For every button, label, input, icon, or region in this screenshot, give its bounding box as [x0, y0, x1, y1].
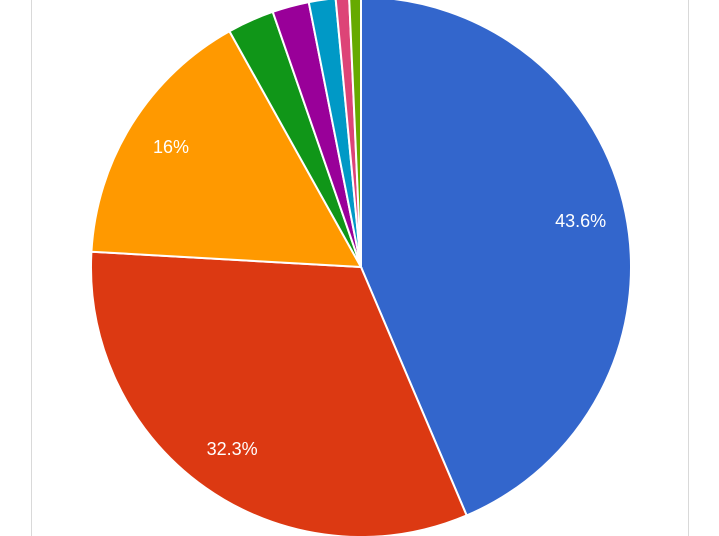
pie-slice-1[interactable]: [360, 0, 632, 517]
chart-frame-right-border: [688, 0, 689, 536]
pie-slice-label-1: 43.6%: [555, 211, 606, 231]
pie-slices: [90, 0, 632, 536]
pie-slice-2[interactable]: [90, 250, 468, 536]
pie-labels: 43.6% 32.3% 16%: [153, 137, 606, 459]
pie-slice-6[interactable]: [307, 0, 362, 268]
pie-slice-3[interactable]: [90, 29, 363, 269]
pie-slice-7[interactable]: [334, 0, 362, 268]
pie-slice-label-2: 32.3%: [207, 439, 258, 459]
pie-slice-8[interactable]: [348, 0, 362, 268]
chart-frame-left-border: [31, 0, 32, 536]
pie-slice-label-3: 16%: [153, 137, 189, 157]
